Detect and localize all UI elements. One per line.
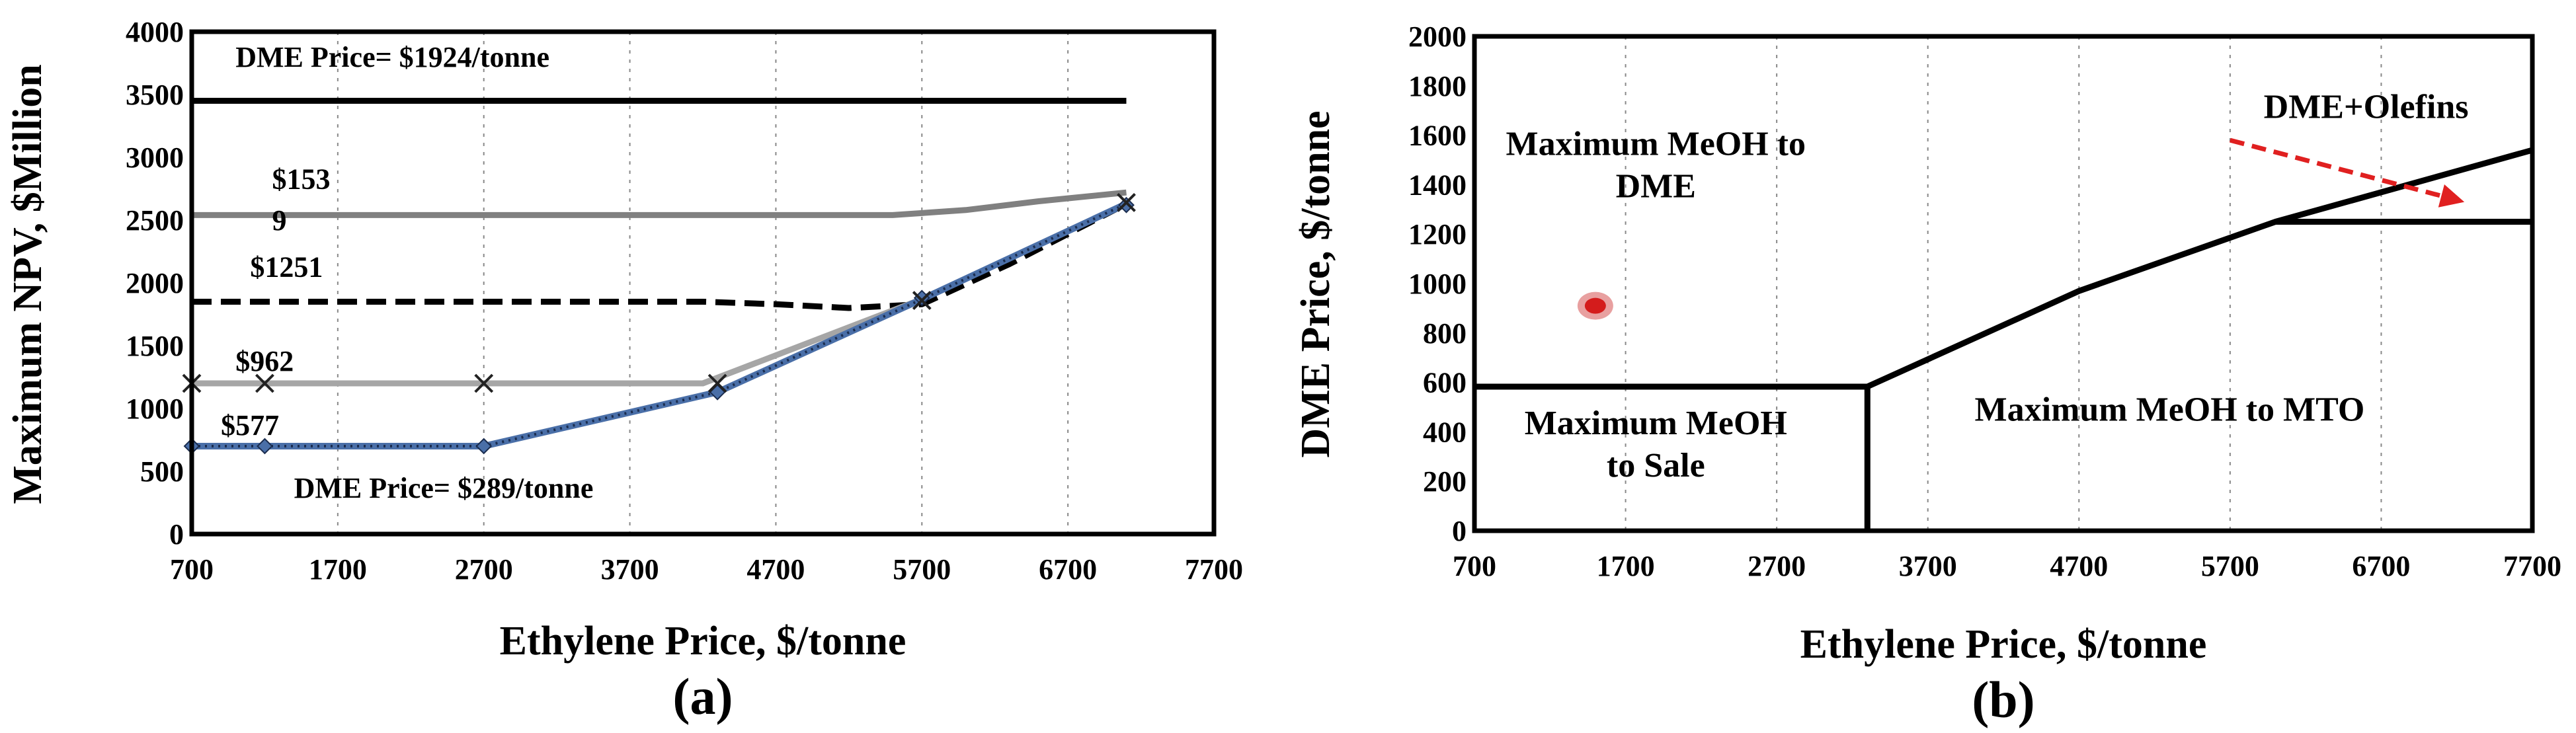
panel-b-plot-area: [1472, 34, 2535, 533]
x-marker: [474, 373, 494, 393]
b-x-tick-label: 5700: [2201, 550, 2259, 582]
region-label: DME+Olefins: [2264, 88, 2469, 126]
diamond-marker: [257, 438, 273, 455]
region-boundary-line: [1866, 147, 2534, 390]
b-x-tick-label: 2700: [1748, 550, 1806, 582]
a-y-tick-label: 1500: [126, 330, 184, 362]
annotation-label: 9: [272, 204, 286, 237]
panel-a-y-axis-title: Maximum NPV, $Million: [5, 64, 50, 504]
a-y-tick-label: 4000: [126, 16, 184, 48]
series-line-3: [192, 201, 1128, 387]
panel-b: Maximum MeOH to DME Maximum MeOH to Sale Max…: [1293, 20, 2561, 728]
diamond-marker: [1118, 196, 1135, 213]
panel-a-plot-area: [189, 29, 1217, 537]
b-y-tick-label: 0: [1452, 515, 1467, 547]
a-x-tick-label: 6700: [1039, 553, 1097, 586]
annotation-label: $577: [221, 409, 279, 442]
b-y-tick-label: 400: [1423, 416, 1467, 448]
a-x-tick-label: 2700: [455, 553, 513, 586]
annotation-label: $1251: [250, 251, 323, 284]
b-y-tick-label: 800: [1423, 317, 1467, 350]
b-y-tick-label: 1400: [1408, 169, 1467, 201]
a-y-tick-label: 2000: [126, 267, 184, 299]
a-y-tick-label: 1000: [126, 393, 184, 425]
region-label: Maximum MeOH to DME: [1506, 126, 1806, 206]
a-y-tick-label: 3000: [126, 141, 184, 174]
b-y-tick-label: 1000: [1408, 268, 1467, 300]
x-marker: [707, 373, 727, 393]
panel-b-x-axis-title: Ethylene Price, $/tonne: [1800, 622, 2207, 667]
annotation-label: DME Price= $289/tonne: [294, 472, 594, 504]
panel-a: DME Price= $1924/tonne $153 9 $1251 $962 $577…: [5, 16, 1243, 725]
b-x-tick-label: 1700: [1597, 550, 1655, 582]
a-x-tick-label: 3700: [601, 553, 659, 586]
diamond-marker: [475, 438, 493, 455]
panel-a-label: (a): [673, 668, 733, 725]
a-y-tick-label: 0: [169, 518, 184, 551]
annotation-label: $153: [272, 163, 330, 196]
data-point: [1584, 297, 1606, 314]
series-line-577-base: [192, 200, 1128, 449]
b-x-tick-label: 6700: [2352, 550, 2410, 582]
a-y-tick-label: 2500: [126, 204, 184, 237]
annotation-label: DME Price= $1924/tonne: [235, 41, 549, 73]
b-x-tick-label: 3700: [1899, 550, 1957, 582]
b-x-tick-label: 7700: [2503, 550, 2561, 582]
region-label: Maximum MeOH to MTO: [1975, 391, 2365, 429]
a-x-tick-label: 1700: [309, 553, 367, 586]
a-x-tick-label: 4700: [746, 553, 805, 586]
a-y-tick-label: 3500: [126, 79, 184, 111]
series-line-1: [192, 189, 1127, 218]
annotation-label: $962: [235, 345, 294, 377]
b-y-tick-label: 2000: [1408, 20, 1467, 53]
b-y-tick-label: 200: [1423, 465, 1467, 498]
series-line-2: [192, 201, 1128, 311]
b-y-tick-label: 600: [1423, 367, 1467, 399]
a-x-tick-label: 7700: [1185, 553, 1243, 586]
x-marker: [912, 291, 932, 311]
panel-a-x-axis-title: Ethylene Price, $/tonne: [500, 619, 906, 664]
panel-b-y-axis-title: DME Price, $/tonne: [1293, 110, 1338, 457]
b-y-tick-label: 1200: [1408, 218, 1467, 251]
series-line-577-dots: [192, 202, 1127, 447]
region-label: Maximum MeOH to Sale: [1525, 405, 1787, 484]
a-x-tick-label: 700: [170, 553, 214, 586]
arrow-shaft: [2229, 137, 2442, 198]
panel-b-label: (b): [1972, 671, 2034, 728]
b-x-tick-label: 700: [1453, 550, 1496, 582]
a-y-tick-label: 500: [140, 455, 184, 488]
b-y-tick-label: 1600: [1408, 120, 1467, 152]
a-x-tick-label: 5700: [893, 553, 951, 586]
x-marker: [255, 373, 274, 393]
b-x-tick-label: 4700: [2050, 550, 2108, 582]
b-y-tick-label: 1800: [1408, 70, 1467, 102]
x-marker: [1117, 192, 1136, 212]
arrow-head: [2438, 184, 2465, 208]
